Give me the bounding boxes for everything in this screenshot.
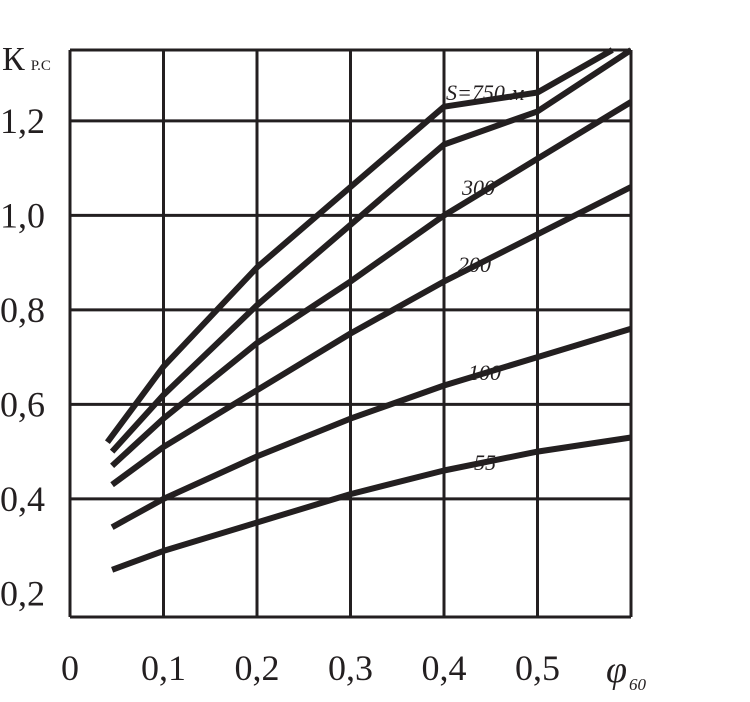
y-tick-label: 1,0	[0, 195, 45, 235]
x-axis-label-sub: 60	[629, 675, 647, 694]
series-line-100	[110, 325, 632, 530]
series-line-200	[110, 184, 633, 488]
curve-labels: S=750 м 300 200 100 55	[446, 80, 524, 475]
series-line-unlabeled	[109, 47, 633, 454]
x-axis-label-main: φ	[606, 649, 627, 691]
x-tick-label: 0,4	[422, 648, 467, 688]
x-axis-label: φ 60	[606, 649, 647, 694]
x-tick-label: 0,3	[328, 648, 373, 688]
x-tick-label: 0,2	[235, 648, 280, 688]
series-label: 200	[458, 252, 491, 277]
y-axis-label-main: К	[2, 41, 25, 78]
tick-labels: 0,2 0,4 0,6 0,8 1,0 1,2 0 0,1 0,2 0,3 0,4 0,5	[0, 101, 560, 688]
x-tick-label: 0	[61, 648, 79, 688]
y-tick-label: 0,2	[0, 573, 45, 613]
x-tick-label: 0,5	[515, 648, 560, 688]
series-line-55	[111, 434, 632, 573]
x-tick-label: 0,1	[141, 648, 186, 688]
series-label: 300	[461, 175, 495, 200]
series-label: 100	[468, 360, 501, 385]
series-label: S=750 м	[446, 80, 524, 105]
y-axis-label-sub: Р.С	[31, 58, 51, 74]
y-tick-label: 0,8	[0, 290, 45, 330]
series-label: 55	[474, 450, 496, 475]
series-line-S750	[104, 47, 614, 444]
y-tick-label: 0,4	[0, 479, 45, 519]
y-tick-label: 1,2	[0, 101, 45, 141]
curves	[104, 47, 633, 573]
series-line-300	[110, 99, 633, 469]
y-axis-label: К Р.С	[2, 41, 51, 78]
y-tick-label: 0,6	[0, 384, 45, 424]
grid	[68, 48, 633, 619]
